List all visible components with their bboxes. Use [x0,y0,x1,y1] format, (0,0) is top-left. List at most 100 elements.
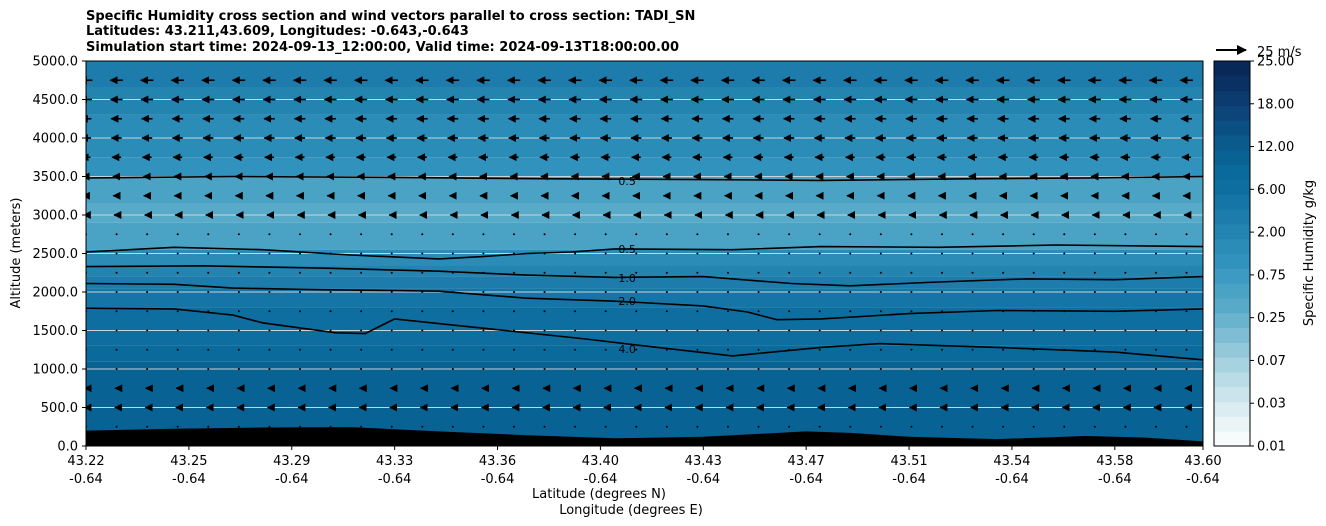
wind-vector [788,233,791,236]
wind-vector [451,310,454,313]
wind-vector [788,310,791,313]
wind-vector [360,310,363,313]
wind-vector [237,348,240,351]
colorbar-segment [1214,179,1250,195]
wind-vector [512,252,515,255]
wind-vector [1154,233,1157,236]
contour-line-0.5 [86,244,1203,260]
wind-vector [574,233,577,236]
colorbar-label: Specific Humidity g/kg [1302,180,1317,326]
wind-reference-label: 25 m/s [1257,45,1302,60]
colorbar-ticks: 0.01 0.03 0.07 0.25 0.75 2.00 6.00 12.00 18.00 25… [1250,55,1294,455]
humidity-band [86,203,1203,223]
wind-vector [696,233,699,236]
wind-vector [604,271,607,274]
wind-vector [1002,271,1005,274]
wind-vector [1154,348,1157,351]
wind-vector [543,310,546,313]
wind-vector [451,368,454,370]
x-tick-label-lon: -0.64 [789,472,823,487]
wind-vector [1154,425,1157,428]
wind-vector [879,329,882,332]
wind-vector [940,291,943,293]
y-tick-label: 2000.0 [33,286,79,301]
x-tick-label-lat: 43.47 [788,454,825,469]
wind-vector [940,329,943,332]
humidity-band [86,330,1203,346]
colorbar-segment [1214,253,1250,269]
wind-vector [696,368,699,370]
wind-vector [360,425,363,428]
wind-vector [910,425,913,428]
colorbar-segment [1214,105,1250,121]
wind-vector [849,310,852,313]
wind-vector [574,310,577,313]
wind-vector [176,271,179,274]
wind-vector [696,291,699,293]
wind-vector [1093,233,1096,236]
wind-vector [726,425,729,428]
wind-vector [910,252,913,255]
wind-vector [207,329,210,332]
wind-vector [329,329,332,332]
wind-vector [115,252,118,255]
wind-vector [635,368,638,370]
wind-vector [207,368,210,370]
wind-vector [726,291,729,293]
wind-vector [237,425,240,428]
wind-vector [665,329,668,332]
wind-vector [726,233,729,236]
wind-vector [1063,252,1066,255]
wind-vector [176,252,179,255]
wind-vector [635,348,638,351]
wind-vector [757,425,760,428]
wind-vector [910,348,913,351]
wind-vector [482,310,485,313]
wind-vector [726,348,729,351]
wind-vector [665,252,668,255]
chart-title-line-1: Specific Humidity cross section and wind… [86,9,696,24]
wind-vector [818,425,821,428]
wind-vector [1154,271,1157,274]
x-tick-label-lat: 43.43 [685,454,722,469]
wind-vector [849,291,852,293]
x-tick-label-lat: 43.60 [1184,454,1221,469]
x-axis-label-longitude: Longitude (degrees E) [559,503,703,518]
wind-vector [635,310,638,313]
colorbar-tick-label: 18.00 [1257,97,1294,112]
contour-label: 4.0 [618,343,636,356]
wind-vector [421,233,424,236]
wind-vector [818,291,821,293]
wind-vector [940,368,943,370]
wind-vector [360,329,363,332]
wind-vector [268,271,271,274]
wind-vector [543,368,546,370]
x-axis-label-latitude: Latitude (degrees N) [532,487,666,502]
wind-vector [726,368,729,370]
wind-vector [788,368,791,370]
wind-vector [971,291,974,293]
humidity-band [86,61,1203,88]
wind-vector [512,233,515,236]
wind-vector [1093,329,1096,332]
wind-vector [1154,310,1157,313]
wind-vector [971,252,974,255]
wind-vector [879,368,882,370]
wind-vector [971,271,974,274]
colorbar-segment [1214,416,1250,432]
wind-vector [329,368,332,370]
wind-vector [726,329,729,332]
wind-vector [1032,368,1035,370]
wind-vector [543,425,546,428]
wind-vector [1185,368,1188,370]
wind-vector [1124,310,1127,313]
wind-vector [176,425,179,428]
wind-vector [146,252,149,255]
wind-vector [115,368,118,370]
wind-vector [696,329,699,332]
wind-vector [757,329,760,332]
contour-lines: 0.5 0.5 1.0 2.0 4.0 [86,175,1203,361]
wind-vector [298,291,301,293]
wind-vector [910,233,913,236]
wind-vector [1032,310,1035,313]
